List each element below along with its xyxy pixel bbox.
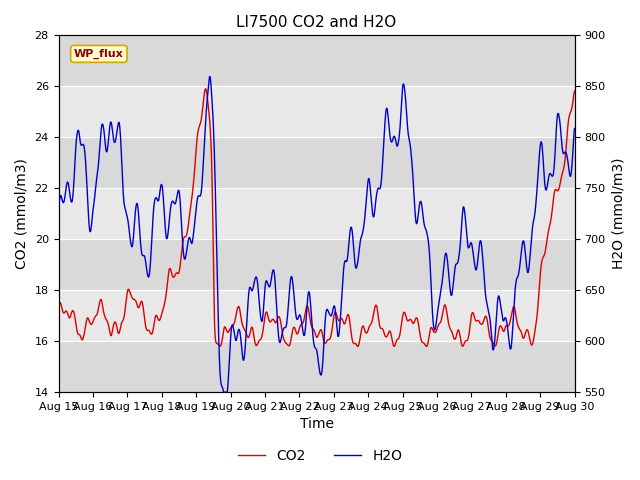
CO2 bbox=[116, 329, 124, 335]
Title: LI7500 CO2 and H2O: LI7500 CO2 and H2O bbox=[236, 15, 397, 30]
CO2 bbox=[285, 343, 292, 348]
CO2 bbox=[54, 301, 62, 307]
Line: CO2: CO2 bbox=[58, 89, 575, 347]
H2O bbox=[571, 126, 579, 132]
CO2 bbox=[294, 331, 301, 336]
CO2 bbox=[95, 306, 102, 312]
H2O bbox=[54, 202, 62, 208]
Text: WP_flux: WP_flux bbox=[74, 49, 124, 59]
Bar bbox=[58, 239, 575, 290]
Line: H2O: H2O bbox=[58, 76, 575, 392]
CO2 bbox=[354, 344, 362, 349]
H2O bbox=[349, 235, 356, 241]
CO2 bbox=[202, 86, 209, 92]
CO2 bbox=[571, 88, 579, 94]
H2O bbox=[206, 73, 214, 79]
Bar bbox=[58, 341, 575, 392]
CO2 bbox=[274, 315, 282, 321]
H2O bbox=[285, 296, 292, 301]
H2O bbox=[95, 161, 102, 167]
Y-axis label: CO2 (mmol/m3): CO2 (mmol/m3) bbox=[15, 158, 29, 269]
Bar bbox=[58, 137, 575, 188]
H2O bbox=[116, 121, 124, 127]
CO2 bbox=[349, 338, 356, 344]
X-axis label: Time: Time bbox=[300, 418, 333, 432]
Bar bbox=[58, 36, 575, 86]
Y-axis label: H2O (mmol/m3): H2O (mmol/m3) bbox=[611, 158, 625, 269]
H2O bbox=[220, 389, 228, 395]
H2O bbox=[294, 315, 302, 321]
Legend: CO2, H2O: CO2, H2O bbox=[232, 443, 408, 468]
H2O bbox=[275, 329, 282, 335]
